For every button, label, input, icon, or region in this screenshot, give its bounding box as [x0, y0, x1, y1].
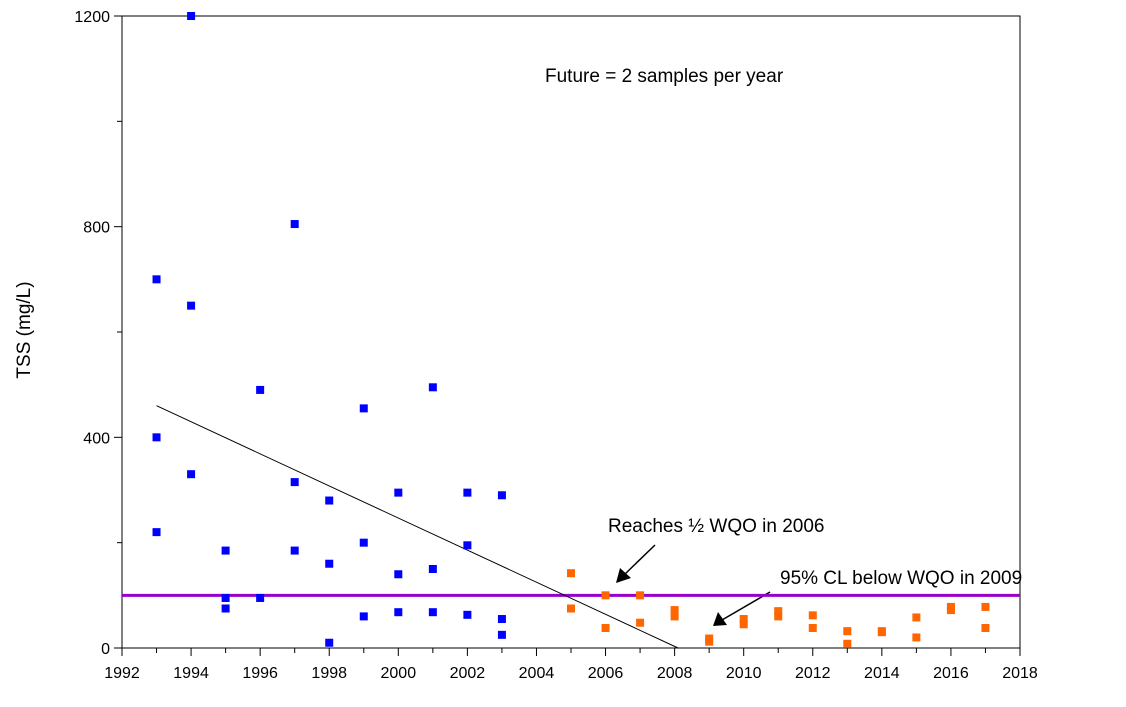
point [463, 488, 472, 497]
point [428, 383, 437, 392]
x-tick-label: 1998 [311, 665, 347, 682]
point [256, 385, 265, 394]
x-tick-label: 2006 [588, 665, 624, 682]
arrows [616, 544, 771, 626]
point [221, 593, 230, 602]
point [843, 627, 852, 636]
point [497, 630, 506, 639]
point [981, 602, 990, 611]
point [428, 608, 437, 617]
x-tick-label: 2004 [519, 665, 555, 682]
point [463, 541, 472, 550]
x-tick-label: 2002 [450, 665, 486, 682]
x-tick-label: 2018 [1002, 665, 1038, 682]
point [912, 613, 921, 622]
point [187, 12, 196, 20]
point [325, 559, 334, 568]
point [497, 615, 506, 624]
plot-frame [121, 15, 1021, 649]
point [774, 607, 783, 616]
point [290, 220, 299, 229]
arrow-head [616, 568, 631, 583]
point [636, 591, 645, 600]
point [601, 591, 610, 600]
x-tick-label: 2012 [795, 665, 831, 682]
y-tick-label: 400 [83, 430, 110, 447]
x-tick-label: 2000 [381, 665, 417, 682]
point [394, 608, 403, 617]
point [912, 633, 921, 642]
point [808, 611, 817, 620]
point [981, 623, 990, 632]
point [739, 615, 748, 624]
annotation: 95% CL below WQO in 2009 [780, 568, 1022, 589]
point [152, 528, 161, 537]
annotation: Reaches ½ WQO in 2006 [608, 516, 825, 537]
x-tick-label: 2016 [933, 665, 969, 682]
point [394, 570, 403, 579]
point [187, 470, 196, 479]
point [705, 637, 714, 646]
point [187, 301, 196, 310]
point [636, 618, 645, 627]
point [325, 496, 334, 505]
y-tick-label: 1200 [74, 9, 110, 26]
point [739, 620, 748, 629]
y-tick-label: 800 [83, 220, 110, 237]
arrow-head [713, 612, 727, 626]
x-tick-label: 2008 [657, 665, 693, 682]
x-tick-label: 1994 [173, 665, 209, 682]
point [325, 638, 334, 647]
y-axis-label: TSS (mg/L) [14, 281, 35, 378]
point [497, 491, 506, 500]
point [290, 478, 299, 487]
point [152, 275, 161, 284]
point [359, 404, 368, 413]
point [670, 612, 679, 621]
point [359, 612, 368, 621]
y-tick-label: 0 [101, 641, 110, 658]
point [221, 546, 230, 555]
point [428, 565, 437, 573]
arrow-line [623, 544, 656, 576]
point [221, 604, 230, 613]
point [601, 623, 610, 632]
point [463, 610, 472, 619]
point [946, 606, 955, 615]
point [808, 623, 817, 632]
point [843, 639, 852, 648]
x-tick-label: 2014 [864, 665, 900, 682]
x-tick-label: 2010 [726, 665, 762, 682]
trend-line [156, 405, 679, 649]
point [394, 488, 403, 497]
point [567, 604, 575, 613]
x-tick-label: 1996 [242, 665, 278, 682]
point [359, 538, 368, 547]
point [774, 612, 783, 621]
point [152, 433, 161, 442]
point [670, 606, 679, 615]
point [256, 593, 265, 602]
x-tick-label: 1992 [104, 665, 140, 682]
point [567, 569, 575, 578]
point [877, 628, 886, 637]
annotation: Future = 2 samples per year [545, 66, 784, 87]
point [290, 546, 299, 555]
